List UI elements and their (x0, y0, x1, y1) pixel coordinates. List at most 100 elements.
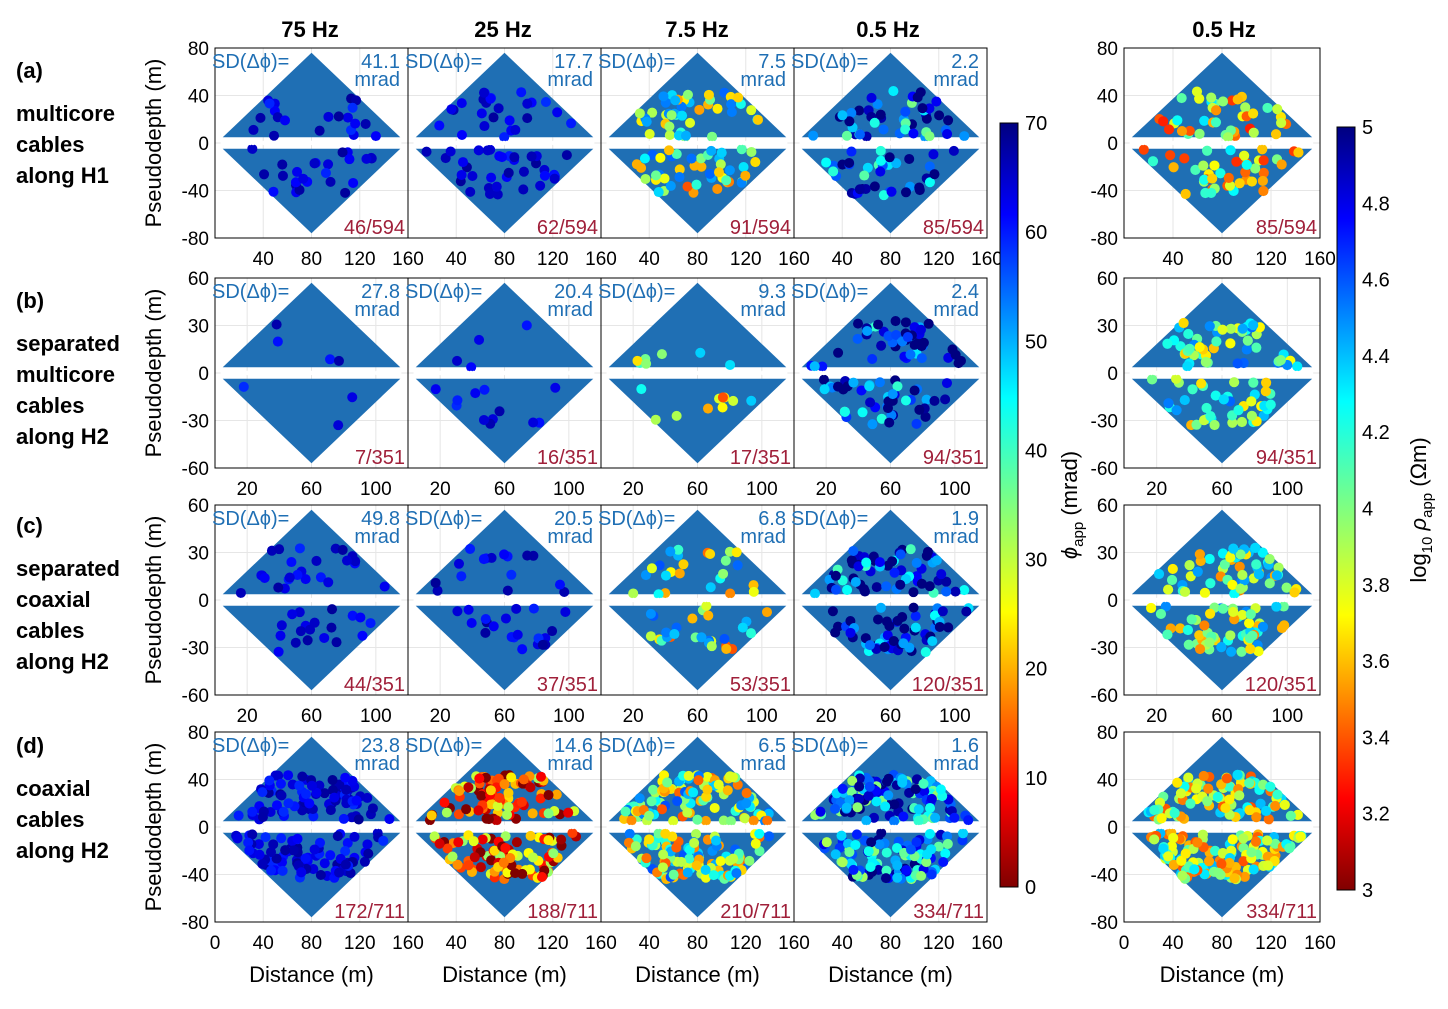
data-point (334, 867, 345, 878)
data-point (897, 777, 908, 788)
data-point (1248, 127, 1259, 138)
data-point (1262, 860, 1274, 871)
panel-d-1: 80 40 0 -40 -80 Pseudodepth (m) 0 40 80 120 160 Dis… (141, 723, 424, 987)
data-point (846, 146, 857, 157)
data-point (721, 643, 732, 654)
data-point (549, 173, 560, 184)
data-point (274, 544, 285, 555)
data-point (892, 381, 903, 392)
data-point (854, 781, 865, 792)
data-point (669, 629, 680, 640)
data-point (280, 845, 291, 856)
colorbar-tick-label: 60 (1025, 222, 1047, 244)
data-point (305, 624, 316, 635)
x-tick-label: 120 (730, 249, 762, 270)
data-point (1217, 96, 1229, 107)
data-point (741, 788, 752, 799)
data-point (456, 98, 467, 109)
data-point (647, 149, 658, 160)
data-point (1210, 105, 1222, 116)
data-point (1184, 125, 1195, 137)
data-point (315, 572, 326, 583)
colorbar-tick-label: 4.2 (1362, 422, 1390, 444)
data-point (881, 865, 892, 876)
data-point (1191, 783, 1202, 794)
data-point (540, 96, 551, 108)
data-point (539, 170, 550, 181)
sd-label: SD(Δϕ)= (791, 508, 868, 530)
data-point (1149, 804, 1160, 816)
data-point (355, 612, 366, 623)
data-point (547, 626, 558, 637)
data-point (937, 606, 948, 617)
data-point (500, 842, 511, 853)
y-axis-label: Pseudodepth (m) (141, 289, 166, 458)
data-point (292, 833, 303, 844)
data-point (876, 340, 887, 351)
data-point (452, 606, 463, 617)
panel-a-5: 80 40 0 -40 -80 40 80 120 160 85/594 (1091, 39, 1336, 270)
data-point (745, 628, 757, 639)
data-point (682, 89, 693, 100)
data-point (232, 833, 243, 844)
data-point (1245, 643, 1256, 655)
data-point (478, 414, 489, 425)
colorbar-gradient (999, 122, 1019, 888)
data-point (1229, 377, 1240, 388)
data-point (913, 804, 924, 815)
data-point (567, 827, 578, 839)
row-letter: (a) (16, 58, 43, 83)
y-tick-label: -30 (1091, 639, 1118, 660)
data-point (655, 152, 666, 163)
data-point (467, 170, 478, 182)
data-point (323, 577, 334, 588)
x-tick-label: 40 (1162, 249, 1183, 270)
data-point (740, 170, 751, 181)
data-point (872, 99, 883, 110)
data-point (1265, 781, 1276, 792)
pseudosection-upper (415, 52, 594, 138)
y-tick-label: 30 (188, 317, 209, 338)
x-tick-label: 100 (939, 706, 971, 727)
data-point (865, 861, 876, 872)
data-point (1293, 147, 1304, 158)
data-point (1211, 336, 1222, 347)
data-point (333, 111, 344, 122)
panel-c-5: 60 30 0 -30 -60 20 60 100 120/351 (1091, 496, 1321, 727)
data-point (566, 118, 577, 129)
data-point (878, 124, 889, 135)
data-point (926, 869, 937, 880)
data-point (724, 165, 735, 176)
x-tick-label: 40 (253, 933, 274, 954)
row-description-line: cables (16, 393, 85, 418)
data-point (556, 834, 567, 845)
data-point (315, 869, 326, 881)
axes-frame (1123, 731, 1321, 923)
data-point (1182, 361, 1193, 372)
data-point (926, 844, 937, 855)
outlier-count: 7/351 (355, 447, 405, 469)
data-point (904, 153, 915, 164)
data-point (910, 784, 921, 795)
data-point (1236, 416, 1248, 428)
data-point (271, 319, 282, 330)
data-point (863, 790, 874, 801)
data-point (479, 87, 490, 98)
data-point (279, 115, 291, 126)
data-point (1257, 547, 1268, 558)
data-point (941, 576, 952, 587)
data-point (752, 114, 764, 125)
data-point (725, 91, 736, 102)
data-point (1198, 160, 1209, 171)
data-point (705, 548, 716, 560)
data-point (663, 145, 675, 156)
data-point (447, 851, 458, 862)
data-point (900, 317, 911, 328)
data-point (1216, 858, 1227, 870)
data-point (1205, 410, 1216, 422)
data-point (905, 844, 917, 855)
data-point (700, 872, 711, 883)
y-tick-label: 0 (1107, 818, 1118, 839)
